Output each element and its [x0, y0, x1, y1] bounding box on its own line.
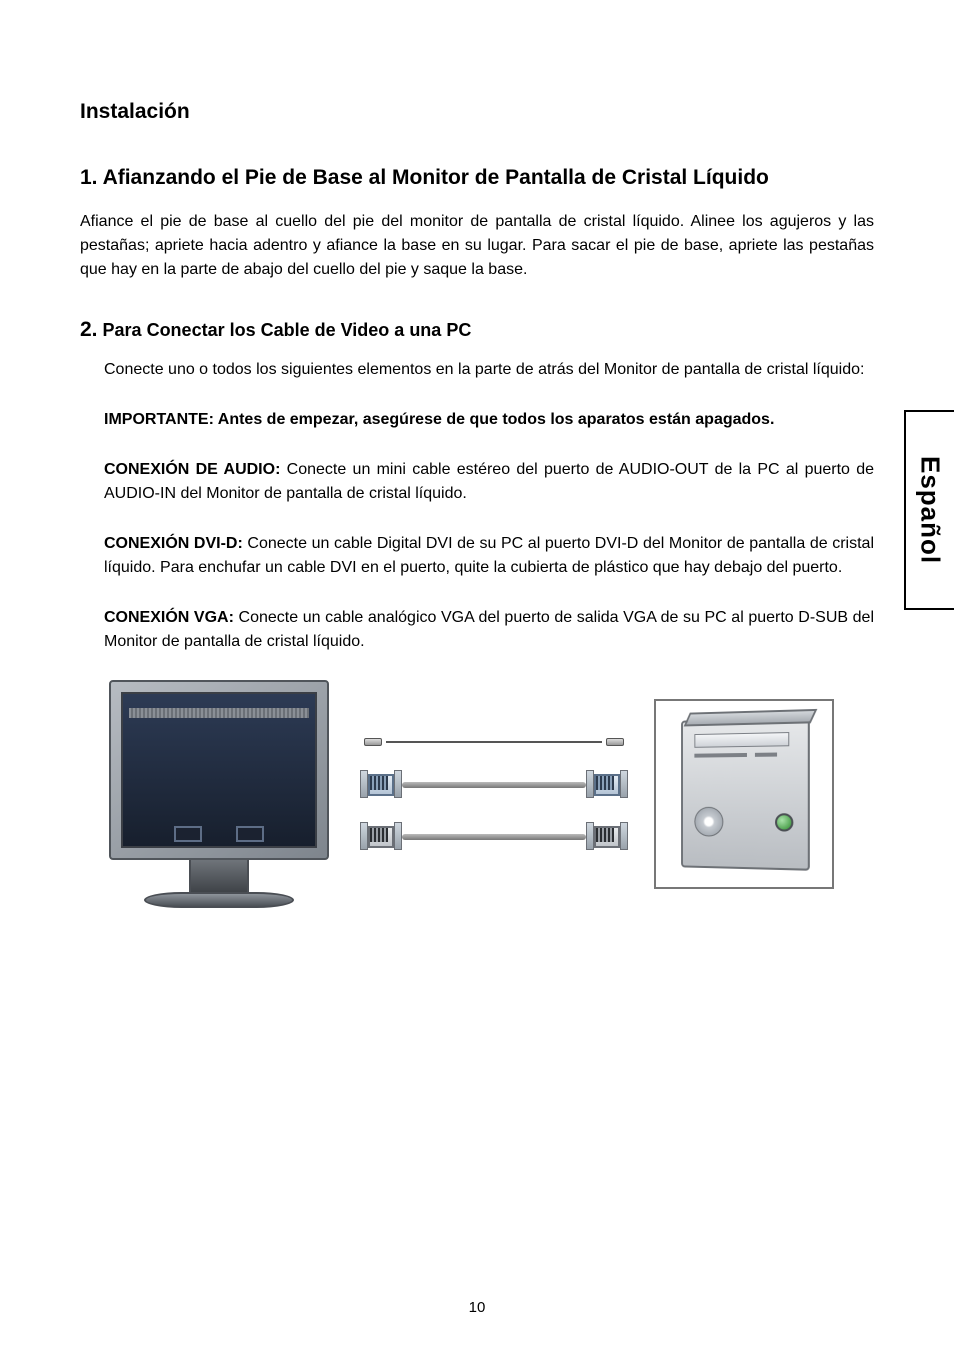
- lead-vga: CONEXIÓN VGA:: [104, 609, 234, 626]
- page-number: 10: [0, 1299, 954, 1316]
- monitor-port: [174, 826, 202, 842]
- section-2-body: Conecte uno o todos los siguientes eleme…: [80, 358, 874, 654]
- vga-plug-icon: [590, 772, 624, 798]
- heading-installation: Instalación: [80, 100, 874, 124]
- lead-dvi: CONEXIÓN DVI-D:: [104, 535, 243, 552]
- cable-audio: [364, 738, 624, 746]
- monitor-bezel: [109, 680, 329, 860]
- paragraph-dvi: CONEXIÓN DVI-D: Conecte un cable Digital…: [104, 532, 874, 580]
- heading-section-2-text: Para Conectar los Cable de Video a una P…: [103, 320, 472, 340]
- paragraph-vga: CONEXIÓN VGA: Conecte un cable analógico…: [104, 606, 874, 654]
- cable-vga: [364, 772, 624, 798]
- heading-section-2: 2. Para Conectar los Cable de Video a un…: [80, 318, 874, 342]
- heading-section-2-num: 2.: [80, 318, 98, 341]
- vga-plug-icon: [364, 772, 398, 798]
- monitor-vent: [129, 708, 309, 718]
- heading-section-1: 1. Afianzando el Pie de Base al Monitor …: [80, 164, 874, 192]
- pc-slot: [694, 753, 747, 758]
- pc-illustration: [654, 699, 834, 889]
- pc-top-panel: [684, 709, 818, 727]
- cable-illustration: [364, 738, 624, 850]
- dvi-plug-icon: [364, 824, 398, 850]
- monitor-ports: [111, 826, 327, 848]
- language-tab-label: Español: [915, 456, 946, 564]
- monitor-base: [144, 892, 294, 908]
- audio-jack-icon: [606, 738, 624, 746]
- paragraph-intro: Conecte uno o todos los siguientes eleme…: [104, 358, 874, 382]
- cable-dvi: [364, 824, 624, 850]
- language-tab: Español: [904, 410, 954, 610]
- illustration-row: [80, 680, 874, 908]
- pc-slot: [755, 753, 777, 757]
- dvi-plug-icon: [590, 824, 624, 850]
- cable-line: [402, 834, 586, 840]
- pc-power-button-icon: [775, 814, 793, 832]
- lead-audio: CONEXIÓN DE AUDIO:: [104, 461, 280, 478]
- monitor-neck: [189, 860, 249, 894]
- cable-line: [386, 741, 602, 743]
- cable-line: [402, 782, 586, 788]
- audio-jack-icon: [364, 738, 382, 746]
- pc-optical-drive: [694, 732, 789, 748]
- paragraph-audio: CONEXIÓN DE AUDIO: Conecte un mini cable…: [104, 458, 874, 506]
- paragraph-section-1: Afiance el pie de base al cuello del pie…: [80, 210, 874, 282]
- paragraph-important: IMPORTANTE: Antes de empezar, asegúrese …: [104, 408, 874, 432]
- pc-tower: [681, 718, 810, 871]
- monitor-port: [236, 826, 264, 842]
- monitor-illustration: [104, 680, 334, 908]
- pc-disc-icon: [694, 807, 723, 837]
